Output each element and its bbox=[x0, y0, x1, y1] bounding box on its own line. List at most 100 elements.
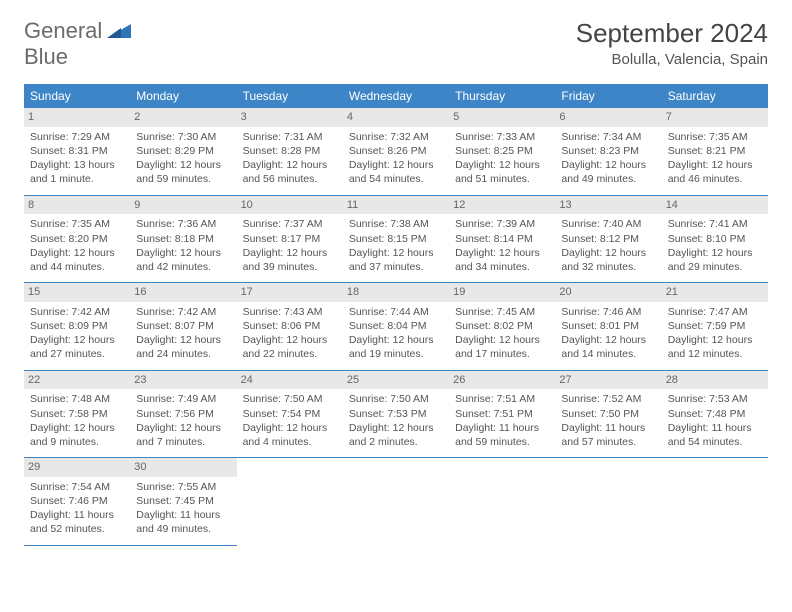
day-number: 24 bbox=[237, 371, 343, 390]
logo-text-line1: General bbox=[24, 18, 102, 43]
day-cell: 26 Sunrise: 7:51 AMSunset: 7:51 PMDayligh… bbox=[449, 370, 555, 458]
daylight-line: Daylight: 12 hours and 7 minutes. bbox=[136, 421, 230, 449]
day-cell: 21Sunrise: 7:47 AMSunset: 7:59 PMDayligh… bbox=[662, 283, 768, 371]
sunset-line: Sunset: 8:31 PM bbox=[30, 144, 124, 158]
sunrise-line: Sunrise: 7:43 AM bbox=[243, 305, 337, 319]
day-number: 23 bbox=[130, 371, 236, 390]
sunset-line: Sunset: 7:56 PM bbox=[136, 407, 230, 421]
sunset-line: Sunset: 8:01 PM bbox=[561, 319, 655, 333]
sunset-line: Sunset: 7:46 PM bbox=[30, 494, 124, 508]
sunrise-line: Sunrise: 7:42 AM bbox=[30, 305, 124, 319]
sunrise-line: Sunrise: 7:47 AM bbox=[668, 305, 762, 319]
empty-cell bbox=[343, 458, 449, 546]
day-cell: 2Sunrise: 7:30 AMSunset: 8:29 PMDaylight… bbox=[130, 108, 236, 195]
sunrise-line: Sunrise: 7:49 AM bbox=[136, 392, 230, 406]
day-number: 8 bbox=[24, 196, 130, 215]
calendar-row: 8Sunrise: 7:35 AMSunset: 8:20 PMDaylight… bbox=[24, 195, 768, 283]
day-cell: 6Sunrise: 7:34 AMSunset: 8:23 PMDaylight… bbox=[555, 108, 661, 195]
sunrise-line: Sunrise: 7:51 AM bbox=[455, 392, 549, 406]
empty-cell bbox=[237, 458, 343, 546]
day-number: 1 bbox=[24, 108, 130, 127]
day-cell: 29Sunrise: 7:54 AMSunset: 7:46 PMDayligh… bbox=[24, 458, 130, 546]
day-number: 26 bbox=[449, 371, 555, 390]
weekday-header: Thursday bbox=[449, 84, 555, 108]
day-cell: 20Sunrise: 7:46 AMSunset: 8:01 PMDayligh… bbox=[555, 283, 661, 371]
sunrise-line: Sunrise: 7:31 AM bbox=[243, 130, 337, 144]
daylight-line: Daylight: 11 hours and 57 minutes. bbox=[561, 421, 655, 449]
calendar-row: 22Sunrise: 7:48 AMSunset: 7:58 PMDayligh… bbox=[24, 370, 768, 458]
daylight-line: Daylight: 11 hours and 59 minutes. bbox=[455, 421, 549, 449]
sunrise-line: Sunrise: 7:39 AM bbox=[455, 217, 549, 231]
day-cell: 7Sunrise: 7:35 AMSunset: 8:21 PMDaylight… bbox=[662, 108, 768, 195]
logo-text-line2: Blue bbox=[24, 44, 68, 69]
day-cell: 23 Sunrise: 7:49 AMSunset: 7:56 PMDayligh… bbox=[130, 370, 236, 458]
sunset-line: Sunset: 8:21 PM bbox=[668, 144, 762, 158]
day-cell: 14Sunrise: 7:41 AMSunset: 8:10 PMDayligh… bbox=[662, 195, 768, 283]
sunrise-line: Sunrise: 7:38 AM bbox=[349, 217, 443, 231]
day-cell: 13Sunrise: 7:40 AMSunset: 8:12 PMDayligh… bbox=[555, 195, 661, 283]
daylight-line: Daylight: 11 hours and 54 minutes. bbox=[668, 421, 762, 449]
day-cell: 12Sunrise: 7:39 AMSunset: 8:14 PMDayligh… bbox=[449, 195, 555, 283]
sunrise-line: Sunrise: 7:35 AM bbox=[30, 217, 124, 231]
sunrise-line: Sunrise: 7:53 AM bbox=[668, 392, 762, 406]
day-cell: 4Sunrise: 7:32 AMSunset: 8:26 PMDaylight… bbox=[343, 108, 449, 195]
sunset-line: Sunset: 7:54 PM bbox=[243, 407, 337, 421]
day-cell: 10Sunrise: 7:37 AMSunset: 8:17 PMDayligh… bbox=[237, 195, 343, 283]
sunset-line: Sunset: 8:04 PM bbox=[349, 319, 443, 333]
daylight-line: Daylight: 12 hours and 9 minutes. bbox=[30, 421, 124, 449]
sunset-line: Sunset: 8:07 PM bbox=[136, 319, 230, 333]
day-cell: 5Sunrise: 7:33 AMSunset: 8:25 PMDaylight… bbox=[449, 108, 555, 195]
daylight-line: Daylight: 12 hours and 22 minutes. bbox=[243, 333, 337, 361]
day-cell: 25Sunrise: 7:50 AMSunset: 7:53 PMDayligh… bbox=[343, 370, 449, 458]
sunset-line: Sunset: 8:23 PM bbox=[561, 144, 655, 158]
sunrise-line: Sunrise: 7:45 AM bbox=[455, 305, 549, 319]
sunrise-line: Sunrise: 7:50 AM bbox=[349, 392, 443, 406]
sunset-line: Sunset: 8:14 PM bbox=[455, 232, 549, 246]
sunset-line: Sunset: 7:59 PM bbox=[668, 319, 762, 333]
sunrise-line: Sunrise: 7:44 AM bbox=[349, 305, 443, 319]
sunset-line: Sunset: 8:06 PM bbox=[243, 319, 337, 333]
day-number: 2 bbox=[130, 108, 236, 127]
daylight-line: Daylight: 12 hours and 17 minutes. bbox=[455, 333, 549, 361]
day-number: 4 bbox=[343, 108, 449, 127]
day-number: 27 bbox=[555, 371, 661, 390]
day-cell: 28Sunrise: 7:53 AMSunset: 7:48 PMDayligh… bbox=[662, 370, 768, 458]
sunset-line: Sunset: 7:51 PM bbox=[455, 407, 549, 421]
daylight-line: Daylight: 12 hours and 56 minutes. bbox=[243, 158, 337, 186]
sunset-line: Sunset: 8:25 PM bbox=[455, 144, 549, 158]
sunset-line: Sunset: 8:15 PM bbox=[349, 232, 443, 246]
day-number: 10 bbox=[237, 196, 343, 215]
sunrise-line: Sunrise: 7:35 AM bbox=[668, 130, 762, 144]
day-cell: 30Sunrise: 7:55 AMSunset: 7:45 PMDayligh… bbox=[130, 458, 236, 546]
daylight-line: Daylight: 12 hours and 24 minutes. bbox=[136, 333, 230, 361]
empty-cell bbox=[662, 458, 768, 546]
day-number: 18 bbox=[343, 283, 449, 302]
day-cell: 15Sunrise: 7:42 AMSunset: 8:09 PMDayligh… bbox=[24, 283, 130, 371]
day-number: 6 bbox=[555, 108, 661, 127]
day-number: 15 bbox=[24, 283, 130, 302]
day-number: 13 bbox=[555, 196, 661, 215]
logo: General Blue bbox=[24, 18, 131, 70]
day-cell: 18 Sunrise: 7:44 AMSunset: 8:04 PMDayligh… bbox=[343, 283, 449, 371]
daylight-line: Daylight: 12 hours and 42 minutes. bbox=[136, 246, 230, 274]
day-number: 25 bbox=[343, 371, 449, 390]
daylight-line: Daylight: 12 hours and 34 minutes. bbox=[455, 246, 549, 274]
day-cell: 27Sunrise: 7:52 AMSunset: 7:50 PMDayligh… bbox=[555, 370, 661, 458]
weekday-header: Monday bbox=[130, 84, 236, 108]
daylight-line: Daylight: 11 hours and 52 minutes. bbox=[30, 508, 124, 536]
daylight-line: Daylight: 12 hours and 32 minutes. bbox=[561, 246, 655, 274]
daylight-line: Daylight: 12 hours and 27 minutes. bbox=[30, 333, 124, 361]
weekday-header: Wednesday bbox=[343, 84, 449, 108]
day-cell: 11Sunrise: 7:38 AMSunset: 8:15 PMDayligh… bbox=[343, 195, 449, 283]
day-number: 29 bbox=[24, 458, 130, 477]
sunrise-line: Sunrise: 7:37 AM bbox=[243, 217, 337, 231]
daylight-line: Daylight: 12 hours and 19 minutes. bbox=[349, 333, 443, 361]
sunset-line: Sunset: 7:45 PM bbox=[136, 494, 230, 508]
day-number: 16 bbox=[130, 283, 236, 302]
day-number: 7 bbox=[662, 108, 768, 127]
logo-triangle-icon bbox=[107, 20, 131, 38]
sunset-line: Sunset: 8:29 PM bbox=[136, 144, 230, 158]
calendar-row: 29Sunrise: 7:54 AMSunset: 7:46 PMDayligh… bbox=[24, 458, 768, 546]
sunrise-line: Sunrise: 7:40 AM bbox=[561, 217, 655, 231]
sunset-line: Sunset: 8:02 PM bbox=[455, 319, 549, 333]
